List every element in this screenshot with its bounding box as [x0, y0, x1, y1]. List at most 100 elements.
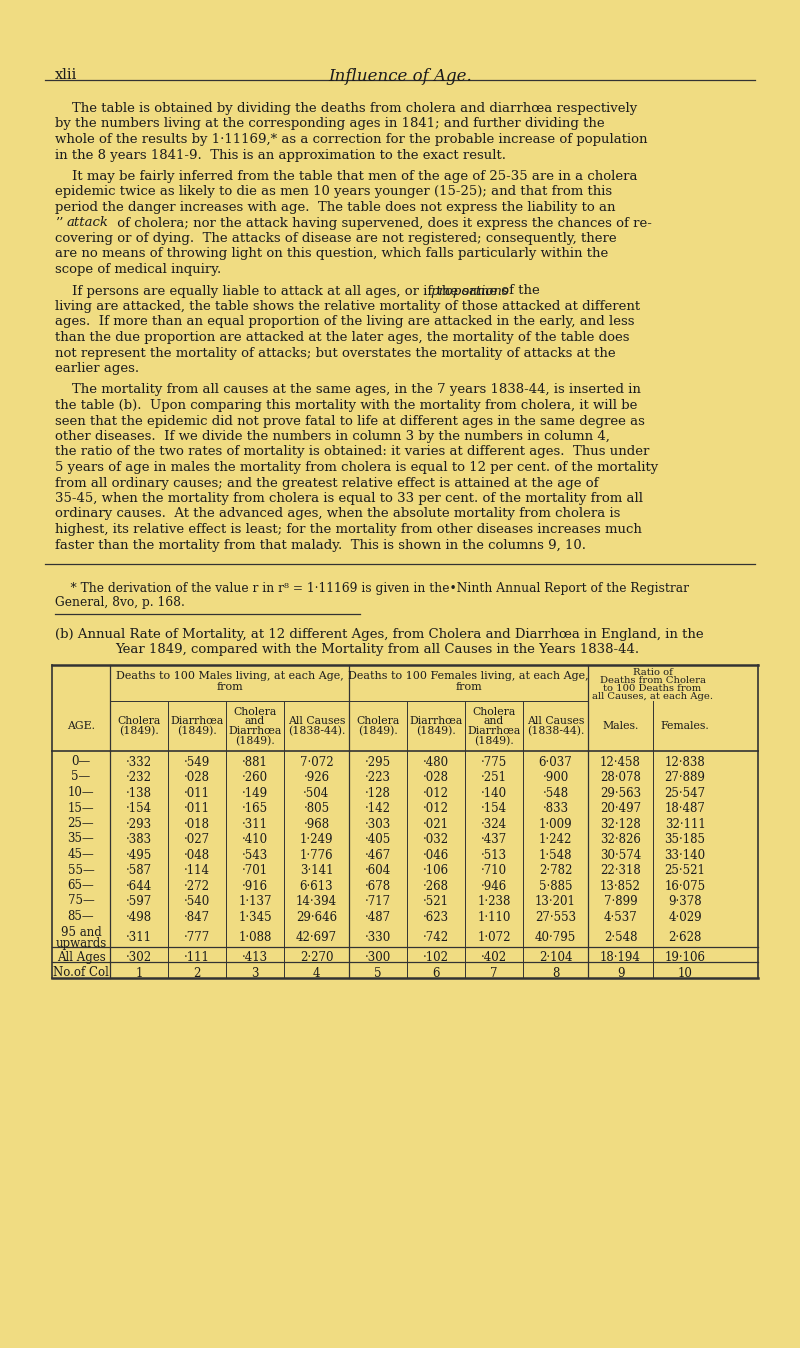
Text: 7: 7: [490, 967, 498, 980]
Text: ·413: ·413: [242, 952, 268, 964]
Text: Males.: Males.: [602, 721, 638, 731]
Text: Cholera: Cholera: [118, 717, 161, 727]
Text: (1849).: (1849).: [474, 736, 514, 745]
Text: Diarrhœa: Diarrhœa: [170, 717, 224, 727]
Text: 1·009: 1·009: [538, 818, 572, 830]
Text: ·272: ·272: [184, 880, 210, 892]
Text: ·154: ·154: [126, 802, 152, 816]
Text: 2: 2: [194, 967, 201, 980]
Text: ·154: ·154: [481, 802, 507, 816]
Text: ·480: ·480: [423, 756, 449, 768]
Text: All Causes: All Causes: [288, 717, 345, 727]
Text: 2·270: 2·270: [300, 952, 334, 964]
Text: ·028: ·028: [184, 771, 210, 785]
Text: living are attacked, the table shows the relative mortality of those attacked at: living are attacked, the table shows the…: [55, 301, 640, 313]
Text: 29·646: 29·646: [296, 911, 337, 923]
Text: 22·318: 22·318: [600, 864, 641, 878]
Text: ·916: ·916: [242, 880, 268, 892]
Text: ·302: ·302: [126, 952, 152, 964]
Text: ·332: ·332: [126, 756, 152, 768]
Text: by the numbers living at the corresponding ages in 1841; and further dividing th: by the numbers living at the correspondi…: [55, 117, 605, 131]
Text: ·487: ·487: [365, 911, 391, 923]
Text: ·402: ·402: [481, 952, 507, 964]
Text: 27·889: 27·889: [665, 771, 706, 785]
Text: of the: of the: [497, 284, 540, 298]
Text: ·775: ·775: [481, 756, 507, 768]
Text: epidemic twice as likely to die as men 10 years younger (15-25); and that from t: epidemic twice as likely to die as men 1…: [55, 186, 612, 198]
Text: ·742: ·742: [423, 931, 449, 944]
Text: 35-45, when the mortality from cholera is equal to 33 per cent. of the mortality: 35-45, when the mortality from cholera i…: [55, 492, 643, 506]
Text: All Ages: All Ages: [57, 950, 106, 964]
Text: 55—: 55—: [68, 864, 94, 876]
Text: 1: 1: [135, 967, 142, 980]
Text: than the due proportion are attacked at the later ages, the mortality of the tab: than the due proportion are attacked at …: [55, 332, 630, 344]
Text: ·548: ·548: [542, 787, 569, 799]
Text: It may be fairly inferred from the table that men of the age of 25-35 are in a c: It may be fairly inferred from the table…: [55, 170, 638, 183]
Text: earlier ages.: earlier ages.: [55, 363, 139, 375]
Text: from: from: [216, 682, 243, 692]
Text: 4·537: 4·537: [604, 911, 638, 923]
Text: Diarrhœa: Diarrhœa: [228, 727, 282, 736]
Text: Deaths from Cholera: Deaths from Cholera: [599, 675, 706, 685]
Text: 10: 10: [678, 967, 693, 980]
Text: ·165: ·165: [242, 802, 268, 816]
Text: faster than the mortality from that malady.  This is shown in the columns 9, 10.: faster than the mortality from that mala…: [55, 538, 586, 551]
Text: ·543: ·543: [242, 849, 268, 861]
Text: ·028: ·028: [423, 771, 449, 785]
Text: xlii: xlii: [55, 67, 78, 82]
Text: Deaths to 100 Females living, at each Age,: Deaths to 100 Females living, at each Ag…: [348, 671, 589, 681]
Text: (1849).: (1849).: [177, 727, 217, 736]
Text: 5: 5: [374, 967, 382, 980]
Text: 85—: 85—: [68, 910, 94, 923]
Text: If persons are equally liable to attack at all ages, or if the same: If persons are equally liable to attack …: [55, 284, 502, 298]
Text: 5—: 5—: [71, 771, 90, 783]
Text: 6: 6: [432, 967, 440, 980]
Text: 3: 3: [251, 967, 258, 980]
Text: 7·899: 7·899: [604, 895, 638, 909]
Text: 75—: 75—: [68, 895, 94, 907]
Text: 32·128: 32·128: [600, 818, 641, 830]
Text: ·102: ·102: [423, 952, 449, 964]
Text: 65—: 65—: [68, 879, 94, 892]
Text: ·623: ·623: [423, 911, 449, 923]
Text: ·701: ·701: [242, 864, 268, 878]
Text: All Causes: All Causes: [527, 717, 584, 727]
Text: ·777: ·777: [184, 931, 210, 944]
Text: 32·111: 32·111: [665, 818, 706, 830]
Text: 15—: 15—: [68, 802, 94, 814]
Text: ·048: ·048: [184, 849, 210, 861]
Text: ·604: ·604: [365, 864, 391, 878]
Text: Cholera: Cholera: [234, 706, 277, 717]
Text: covering or of dying.  The attacks of disease are not registered; consequently, : covering or of dying. The attacks of dis…: [55, 232, 617, 245]
Text: 19·106: 19·106: [665, 952, 706, 964]
Text: 25·521: 25·521: [665, 864, 706, 878]
Text: ·295: ·295: [365, 756, 391, 768]
Text: 1·776: 1·776: [300, 849, 334, 861]
Text: ·260: ·260: [242, 771, 268, 785]
Text: Cholera: Cholera: [356, 717, 400, 727]
Text: of cholera; nor the attack having supervened, does it express the chances of re-: of cholera; nor the attack having superv…: [113, 217, 652, 229]
Text: 32·826: 32·826: [600, 833, 641, 847]
Text: ·018: ·018: [184, 818, 210, 830]
Text: ·232: ·232: [126, 771, 152, 785]
Text: ·140: ·140: [481, 787, 507, 799]
Text: ·223: ·223: [365, 771, 391, 785]
Text: seen that the epidemic did not prove fatal to life at different ages in the same: seen that the epidemic did not prove fat…: [55, 414, 645, 427]
Text: ·900: ·900: [542, 771, 569, 785]
Text: ·311: ·311: [126, 931, 152, 944]
Text: ·032: ·032: [423, 833, 449, 847]
Text: (1838-44).: (1838-44).: [527, 727, 584, 736]
Text: ·293: ·293: [126, 818, 152, 830]
Text: 10—: 10—: [68, 786, 94, 799]
Text: and: and: [484, 717, 504, 727]
Text: General, 8vo, p. 168.: General, 8vo, p. 168.: [55, 596, 185, 609]
Text: 30·574: 30·574: [600, 849, 641, 861]
Text: 45—: 45—: [68, 848, 94, 861]
Text: 27·553: 27·553: [535, 911, 576, 923]
Text: ·540: ·540: [184, 895, 210, 909]
Text: and: and: [245, 717, 265, 727]
Text: 3·141: 3·141: [300, 864, 334, 878]
Text: attack: attack: [67, 217, 109, 229]
Text: proportions: proportions: [430, 284, 509, 298]
Text: ·324: ·324: [481, 818, 507, 830]
